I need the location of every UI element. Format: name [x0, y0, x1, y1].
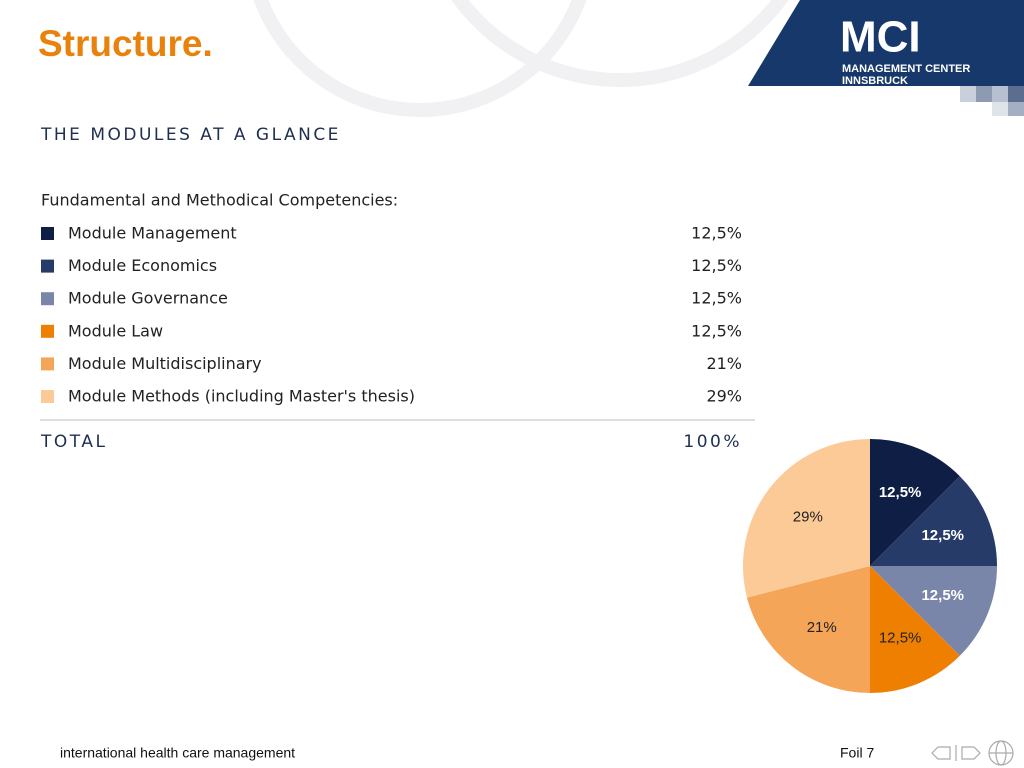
legend-swatch: [41, 227, 54, 240]
pie-slice: [870, 476, 997, 566]
module-name: Module Multidisciplinary: [68, 354, 262, 373]
module-share: 21%: [706, 354, 742, 373]
pie-slice: [743, 439, 870, 598]
pie-slice: [870, 439, 960, 566]
logo-mosaic: [960, 86, 1024, 116]
logo-line: MANAGEMENT CENTER: [842, 63, 970, 75]
legend-swatch: [41, 390, 54, 403]
slice-label: 12,5%: [879, 484, 922, 501]
legend-swatch: [41, 357, 54, 371]
pie-slice: [870, 566, 960, 693]
section-title: THE MODULES AT A GLANCE: [40, 125, 341, 145]
module-name: Module Governance: [68, 289, 228, 308]
legend-swatch: [41, 324, 54, 338]
logo-banner: [748, 0, 1024, 86]
slide-title: Structure.: [38, 23, 213, 64]
pie-chart: 12,5% 12,5% 12,5% 12,5% 21% 29%: [743, 439, 997, 693]
legend-swatch: [41, 292, 54, 306]
module-list: Module Management 12,5% Module Economics 12…: [41, 224, 742, 406]
footer-left: international health care management: [60, 745, 295, 761]
pie-slice: [746, 566, 870, 693]
module-name: Module Law: [68, 321, 163, 340]
nav-icons: [931, 740, 1014, 766]
pie-slice: [870, 566, 997, 656]
legend-swatch: [41, 259, 54, 273]
total-value: 100%: [683, 432, 742, 452]
module-share: 12,5%: [691, 224, 742, 243]
slice-label: 12,5%: [879, 630, 922, 647]
logo-line: INNSBRUCK: [842, 75, 908, 87]
slice-label: 29%: [793, 509, 823, 526]
module-name: Module Methods (including Master's thesi…: [68, 387, 415, 406]
slice-label: 12,5%: [921, 527, 964, 544]
footer-right: Foil 7: [840, 745, 874, 761]
total-label: TOTAL: [40, 432, 107, 452]
module-share: 12,5%: [691, 321, 742, 340]
logo-text: MCI: [840, 13, 921, 62]
list-heading: Fundamental and Methodical Competencies:: [41, 191, 398, 210]
module-share: 12,5%: [691, 289, 742, 308]
slice-label: 12,5%: [921, 587, 964, 604]
module-name: Module Management: [68, 224, 237, 243]
background-arcs: [253, 0, 789, 117]
module-name: Module Economics: [68, 256, 217, 275]
module-share: 12,5%: [691, 256, 742, 275]
slice-label: 21%: [807, 619, 837, 636]
module-share: 29%: [706, 387, 742, 406]
